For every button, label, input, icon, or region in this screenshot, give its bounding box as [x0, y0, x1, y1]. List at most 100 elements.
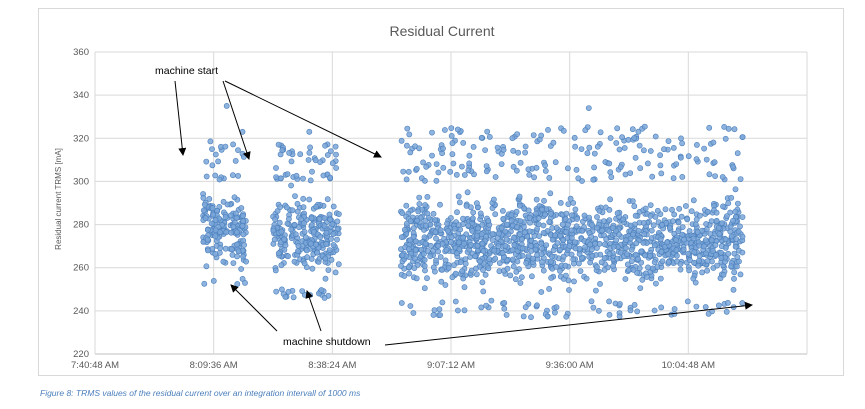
data-point [549, 236, 556, 243]
data-point [683, 203, 689, 209]
data-point [466, 160, 473, 167]
data-point [690, 275, 697, 282]
data-point [571, 260, 577, 267]
data-point [712, 242, 719, 248]
data-point [451, 225, 458, 232]
data-point [323, 229, 330, 236]
data-point [502, 228, 509, 235]
data-point [568, 251, 575, 258]
data-point [502, 242, 509, 249]
data-point [601, 255, 608, 262]
data-point [401, 226, 408, 233]
data-point [678, 135, 684, 142]
data-point [278, 262, 285, 269]
data-point [553, 304, 560, 311]
data-point [202, 215, 209, 222]
data-point [279, 147, 286, 154]
data-point [223, 229, 230, 236]
data-point [281, 236, 287, 243]
data-point [461, 240, 467, 247]
data-point [333, 151, 339, 158]
data-point [733, 236, 740, 242]
data-point [503, 311, 510, 318]
data-point [739, 214, 746, 220]
data-point [534, 225, 540, 232]
data-point [563, 210, 570, 217]
data-point [500, 215, 507, 222]
data-point [625, 136, 632, 143]
data-point [648, 227, 655, 234]
data-point [520, 313, 527, 320]
data-point [405, 168, 412, 175]
data-point [617, 301, 623, 307]
data-point [433, 161, 440, 167]
data-point [633, 240, 640, 247]
data-point [739, 300, 746, 306]
data-point [474, 232, 480, 239]
data-point [693, 216, 700, 223]
data-point [272, 216, 278, 223]
data-point [454, 307, 461, 314]
data-point [572, 143, 578, 150]
annotation-arrow [230, 284, 278, 332]
data-point [517, 159, 524, 166]
data-point [498, 225, 505, 231]
data-point [513, 167, 520, 174]
data-point [624, 251, 630, 257]
data-point [309, 265, 316, 272]
data-point [720, 203, 726, 210]
data-point [461, 307, 468, 314]
data-point [421, 234, 428, 241]
data-point [728, 194, 735, 201]
data-points [200, 103, 746, 321]
data-point [735, 200, 741, 207]
data-point [405, 264, 412, 270]
data-point [671, 306, 678, 312]
data-point [215, 158, 221, 165]
data-point [657, 152, 663, 159]
data-point [586, 144, 593, 151]
x-tick-label: 10:04:48 AM [662, 360, 715, 371]
x-tick-label: 9:36:00 AM [546, 360, 594, 371]
data-point [573, 166, 580, 173]
data-point [297, 151, 304, 158]
data-point [234, 253, 240, 260]
data-point [594, 143, 601, 150]
data-point [204, 247, 211, 254]
data-point [461, 284, 468, 291]
data-point [540, 229, 547, 236]
data-point [412, 247, 419, 253]
data-point [504, 265, 511, 272]
data-point [325, 267, 332, 273]
data-point [673, 247, 680, 254]
data-point [330, 231, 337, 237]
data-point [412, 238, 419, 245]
data-point [657, 236, 664, 243]
data-point [277, 204, 283, 210]
data-point [692, 221, 699, 228]
data-point [486, 134, 493, 140]
data-point [541, 197, 547, 204]
data-point [739, 233, 746, 240]
data-point [730, 286, 737, 293]
y-tick-label: 320 [73, 133, 89, 144]
data-point [584, 150, 591, 157]
data-point [597, 280, 603, 287]
data-point [208, 220, 215, 227]
data-point [403, 202, 410, 209]
data-point [500, 146, 507, 153]
data-point [606, 206, 613, 213]
data-point [574, 216, 580, 222]
data-point [398, 234, 405, 240]
annotation-arrow [224, 80, 382, 158]
data-point [563, 313, 570, 320]
data-point [437, 312, 443, 318]
data-point [622, 171, 629, 178]
data-point [538, 132, 545, 139]
data-point [528, 243, 534, 249]
data-point [659, 258, 666, 265]
data-point [299, 288, 306, 294]
data-point [616, 231, 622, 238]
data-point [720, 271, 727, 278]
data-point [591, 150, 598, 157]
